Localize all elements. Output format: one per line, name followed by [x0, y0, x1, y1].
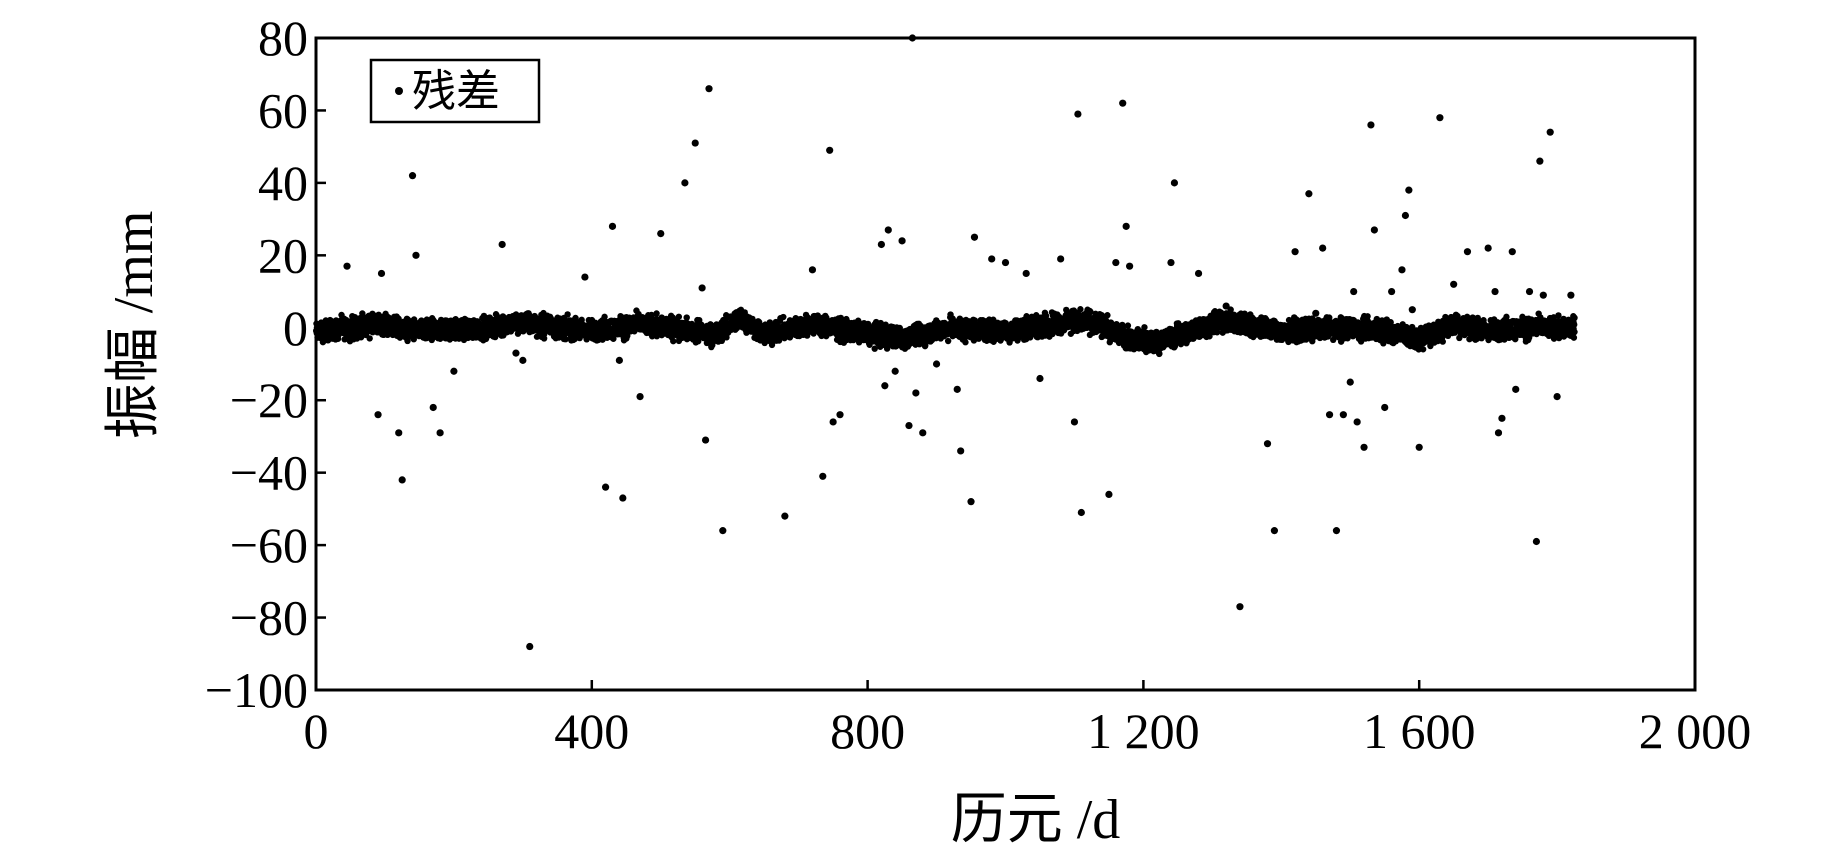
band-point: [1124, 322, 1132, 329]
band-point: [780, 313, 787, 321]
band-point: [319, 338, 327, 346]
band-point: [871, 345, 878, 352]
band-point: [533, 333, 541, 340]
residual-band: [313, 306, 1578, 358]
band-point: [1141, 324, 1148, 331]
band-point: [1077, 306, 1084, 313]
band-point: [962, 339, 969, 346]
band-point: [359, 310, 366, 317]
band-point: [670, 337, 677, 345]
band-point: [653, 310, 660, 317]
band-point: [648, 311, 655, 319]
band-point: [564, 311, 571, 318]
band-point: [610, 335, 617, 342]
band-point: [576, 334, 583, 342]
band-point: [562, 335, 569, 343]
band-point: [675, 313, 683, 320]
band-point: [1104, 312, 1111, 319]
band-point: [366, 335, 373, 342]
band-point: [944, 337, 952, 345]
band-point: [683, 314, 690, 321]
